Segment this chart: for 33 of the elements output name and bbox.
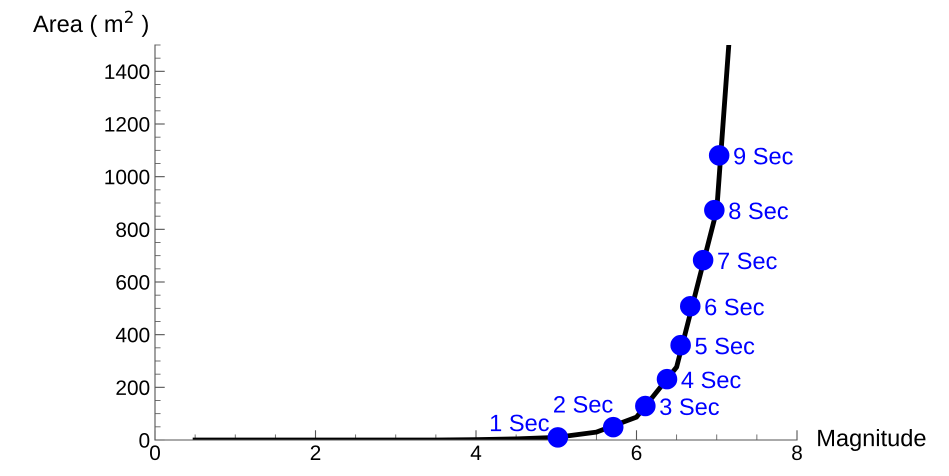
point [602,416,624,438]
x-tick-label: 4 [470,446,482,460]
point [692,250,714,270]
point [656,368,678,390]
y-tick-label: 1200 [105,117,150,132]
annotation: 8 Sec [729,202,788,220]
y-tick-label: 400 [116,328,150,342]
annotation: 6 Sec [705,298,764,316]
point [635,396,656,416]
point [670,334,691,356]
annotation: 4 Sec [681,372,741,388]
point [708,145,730,166]
annotation: 3 Sec [660,398,719,416]
x-tick-label: 0 [150,445,160,460]
y-tick-label: 1400 [105,64,150,80]
y-tick-label: 600 [116,275,150,290]
annotation: 2 Sec [554,396,613,413]
x-tick-label: 2 [310,445,320,460]
x-axis-title: Magnitude [818,428,926,452]
point [680,296,701,316]
annotation: 7 Sec [718,252,777,270]
point [548,427,568,448]
y-axis-title: Area ( m$^{2}$ ) [33,10,148,37]
annotation: 5 Sec [695,338,754,354]
annotation: 9 Sec [734,148,793,164]
y-tick-label: 800 [116,222,150,238]
y-tick-label: 0 [139,433,150,448]
x-tick-label: 6 [632,445,642,460]
y-tick-label: 1000 [105,170,150,184]
point [704,200,725,220]
y-tick-label: 200 [116,380,150,396]
annotation: 1 Sec [490,414,549,432]
x-tick-label: 8 [792,445,802,460]
